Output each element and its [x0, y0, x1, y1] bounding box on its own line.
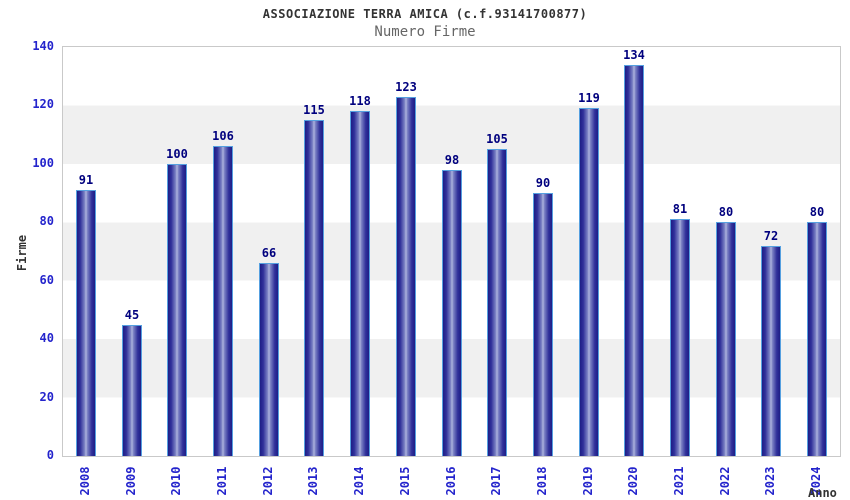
bar-2014: [350, 111, 370, 456]
bar-value-label: 81: [672, 202, 688, 216]
bar-value-label: 80: [718, 205, 734, 219]
x-tick-label: 2020: [626, 466, 640, 496]
bar-2022: [716, 222, 736, 456]
bar-value-label: 90: [535, 176, 551, 190]
bar-2015: [396, 97, 416, 456]
x-tick-label: 2019: [581, 466, 595, 496]
x-axis-label: Anno: [808, 486, 837, 500]
x-tick-label: 2009: [124, 466, 138, 496]
bar-value-label: 118: [349, 94, 371, 108]
y-tick-label: 100: [32, 156, 54, 170]
bar-value-label: 100: [166, 147, 188, 161]
x-tick-label: 2013: [306, 466, 320, 496]
bar-2021: [670, 219, 690, 456]
y-tick-label: 40: [39, 331, 54, 345]
bar-2024: [807, 222, 827, 456]
bar-value-label: 80: [809, 205, 825, 219]
bar-2019: [579, 108, 599, 456]
bar-value-label: 115: [303, 103, 325, 117]
bar-value-label: 123: [395, 80, 417, 94]
y-axis-label: Firme: [15, 234, 29, 272]
y-tick-label: 120: [32, 97, 54, 111]
bar-2009: [122, 325, 142, 456]
x-tick-label: 2008: [78, 466, 92, 496]
x-tick-label: 2015: [398, 466, 412, 496]
bar-value-label: 134: [623, 48, 645, 62]
y-tick-label: 20: [39, 390, 54, 404]
chart-subtitle: Numero Firme: [374, 24, 476, 40]
y-tick-label: 80: [39, 214, 54, 228]
bar-value-label: 45: [124, 308, 140, 322]
bar-value-label: 72: [763, 229, 779, 243]
bar-2008: [76, 190, 96, 456]
y-tick-label: 140: [32, 39, 54, 53]
bar-value-label: 98: [444, 153, 460, 167]
x-tick-label: 2021: [672, 466, 686, 496]
x-tick-label: 2016: [444, 466, 458, 496]
x-tick-label: 2014: [352, 466, 366, 496]
x-tick-label: 2012: [261, 466, 275, 496]
bar-2023: [761, 246, 781, 456]
x-tick-label: 2023: [763, 466, 777, 496]
plot-area: 91 45 100 106 66 115 118 123 98 105 90 119 134 81 80 72…: [62, 46, 841, 457]
bar-2020: [624, 65, 644, 456]
y-tick-label: 60: [39, 273, 54, 287]
bar-value-label: 66: [261, 246, 277, 260]
x-tick-label: 2018: [535, 466, 549, 496]
y-tick-label: 0: [46, 448, 54, 462]
bar-value-label: 119: [578, 91, 600, 105]
bar-2012: [259, 263, 279, 456]
bar-value-label: 91: [78, 173, 94, 187]
bar-2018: [533, 193, 553, 456]
x-tick-label: 2010: [169, 466, 183, 496]
chart-title: ASSOCIAZIONE TERRA AMICA (c.f.9314170087…: [262, 7, 588, 21]
bar-2011: [213, 146, 233, 456]
bar-2017: [487, 149, 507, 456]
bar-value-label: 105: [486, 132, 508, 146]
x-tick-label: 2011: [215, 466, 229, 496]
x-tick-label: 2022: [718, 466, 732, 496]
bar-2010: [167, 164, 187, 456]
bar-2013: [304, 120, 324, 456]
bar-2016: [442, 170, 462, 456]
bar-value-label: 106: [212, 129, 234, 143]
x-tick-label: 2017: [489, 466, 503, 496]
